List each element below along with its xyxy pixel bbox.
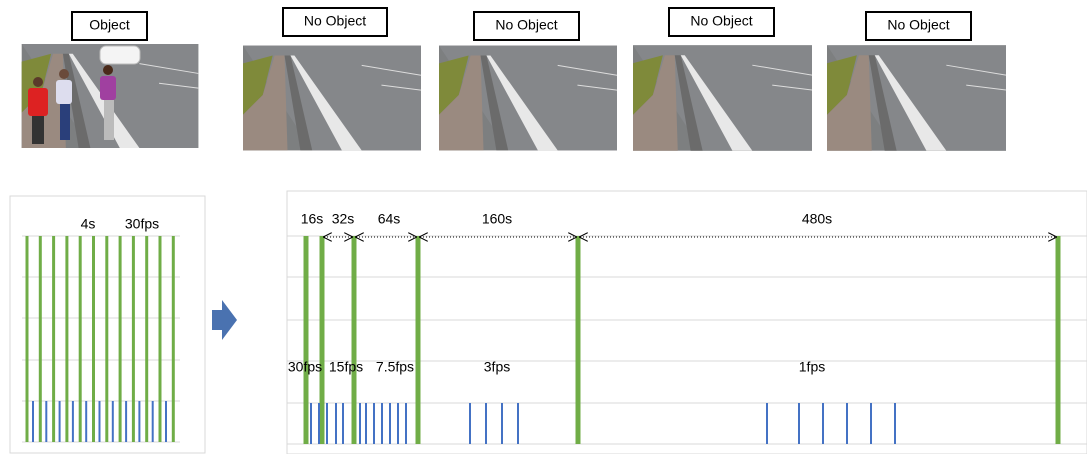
interval-label: 480s — [802, 211, 832, 227]
rate-label: 30fps — [125, 216, 159, 232]
arrow — [212, 300, 237, 340]
frame-image — [439, 46, 617, 151]
rate-label: 3fps — [484, 359, 510, 375]
frames: Object No Object No Object No Object No Obje… — [22, 8, 1006, 151]
interval-label: 16s — [301, 211, 324, 227]
frame-label: No Object — [304, 13, 366, 29]
rate-label: 15fps — [329, 359, 363, 375]
rate-label: 7.5fps — [376, 359, 414, 375]
interval-label: 160s — [482, 211, 512, 227]
duration-label: 4s — [81, 216, 96, 232]
interval-label: 64s — [378, 211, 401, 227]
rate-label: 1fps — [799, 359, 825, 375]
frame-label: No Object — [887, 17, 949, 33]
frame-label: No Object — [495, 17, 557, 33]
frame-image — [243, 46, 421, 151]
frame-label: Object — [89, 17, 130, 33]
frame-image — [633, 45, 812, 150]
interval-label: 32s — [332, 211, 355, 227]
diagram: Object No Object No Object No Object No Obje… — [0, 0, 1087, 454]
frame-label: No Object — [690, 13, 752, 29]
rate-label: 30fps — [288, 359, 322, 375]
frame-image — [827, 45, 1006, 150]
